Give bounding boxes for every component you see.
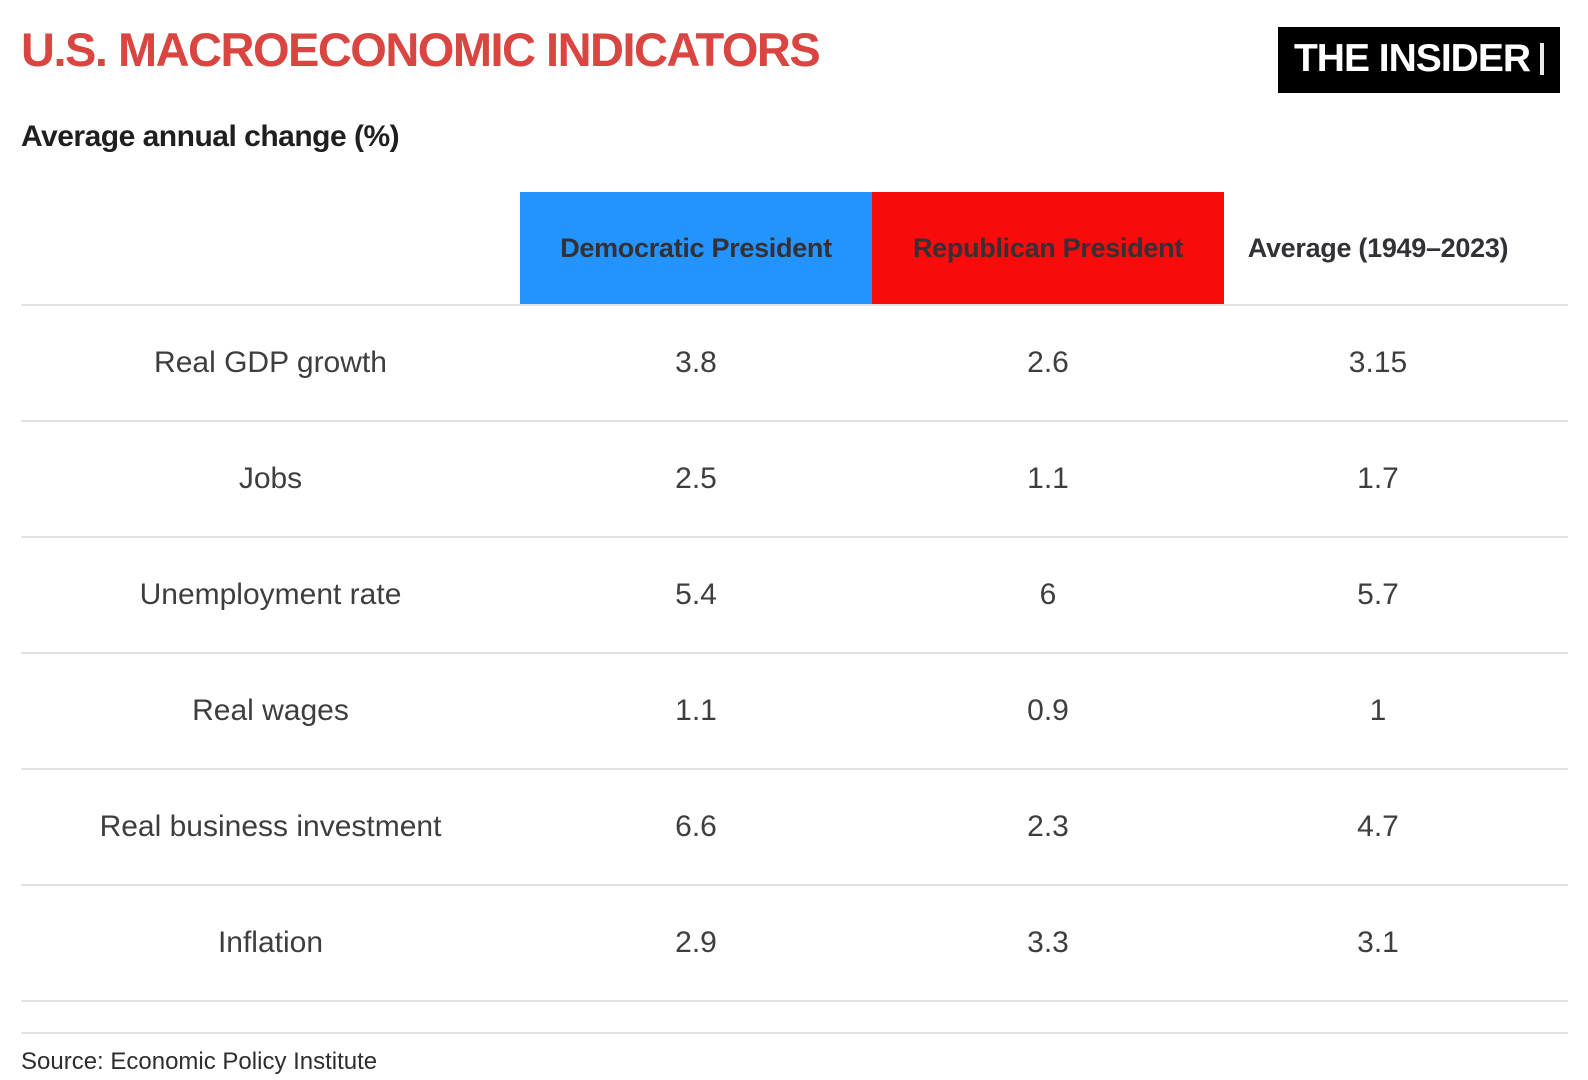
republican-value: 3.3 bbox=[1027, 926, 1069, 959]
row-label: Inflation bbox=[217, 926, 324, 959]
footer-divider bbox=[21, 1032, 1568, 1034]
table-row: Unemployment rate 5.4 6 5.7 bbox=[21, 536, 1568, 652]
table-row: Inflation 2.9 3.3 3.1 bbox=[21, 884, 1568, 1000]
column-header-republican: Republican President bbox=[872, 192, 1224, 304]
average-value: 4.7 bbox=[1357, 810, 1399, 843]
democratic-value: 2.5 bbox=[675, 462, 717, 495]
brand-logo-text: THE INSIDER bbox=[1293, 37, 1531, 80]
average-value: 3.15 bbox=[1348, 346, 1408, 379]
democratic-value: 1.1 bbox=[675, 694, 717, 727]
democratic-value: 5.4 bbox=[675, 578, 717, 611]
chart-subtitle: Average annual change (%) bbox=[21, 120, 400, 153]
democratic-value: 2.9 bbox=[675, 926, 717, 959]
average-value: 3.1 bbox=[1357, 926, 1399, 959]
page-title: U.S. MACROECONOMIC INDICATORS bbox=[21, 23, 821, 76]
average-value: 1 bbox=[1369, 694, 1387, 727]
table-row: Jobs 2.5 1.1 1.7 bbox=[21, 420, 1568, 536]
row-label: Jobs bbox=[238, 462, 303, 495]
row-label: Real business investment bbox=[99, 810, 442, 843]
data-table: Democratic President Republican Presiden… bbox=[21, 192, 1568, 1002]
average-value: 1.7 bbox=[1357, 462, 1399, 495]
table-row: Real GDP growth 3.8 2.6 3.15 bbox=[21, 304, 1568, 420]
table-row: Real business investment 6.6 2.3 4.7 bbox=[21, 768, 1568, 884]
republican-value: 2.3 bbox=[1027, 810, 1069, 843]
logo-cursor-bar bbox=[1540, 43, 1544, 75]
democratic-value: 3.8 bbox=[675, 346, 717, 379]
table-row: Real wages 1.1 0.9 1 bbox=[21, 652, 1568, 768]
republican-value: 6 bbox=[1039, 578, 1057, 611]
democratic-value: 6.6 bbox=[675, 810, 717, 843]
brand-logo: THE INSIDER bbox=[1277, 27, 1560, 93]
republican-value: 1.1 bbox=[1027, 462, 1069, 495]
masthead: U.S. MACROECONOMIC INDICATORS THE INSIDE… bbox=[21, 0, 1568, 93]
column-header-democratic: Democratic President bbox=[520, 192, 872, 304]
row-label: Real GDP growth bbox=[154, 346, 387, 379]
row-label: Real wages bbox=[192, 694, 349, 727]
column-header-average: Average (1949–2023) bbox=[1247, 232, 1509, 263]
row-label: Unemployment rate bbox=[139, 578, 402, 611]
republican-value: 0.9 bbox=[1027, 694, 1069, 727]
header-spacer bbox=[21, 192, 520, 304]
table-header-row: Democratic President Republican Presiden… bbox=[21, 192, 1568, 304]
table-bottom-border bbox=[21, 1000, 1568, 1002]
source-note: Source: Economic Policy Institute bbox=[21, 1048, 378, 1075]
average-value: 5.7 bbox=[1357, 578, 1399, 611]
republican-value: 2.6 bbox=[1027, 346, 1069, 379]
